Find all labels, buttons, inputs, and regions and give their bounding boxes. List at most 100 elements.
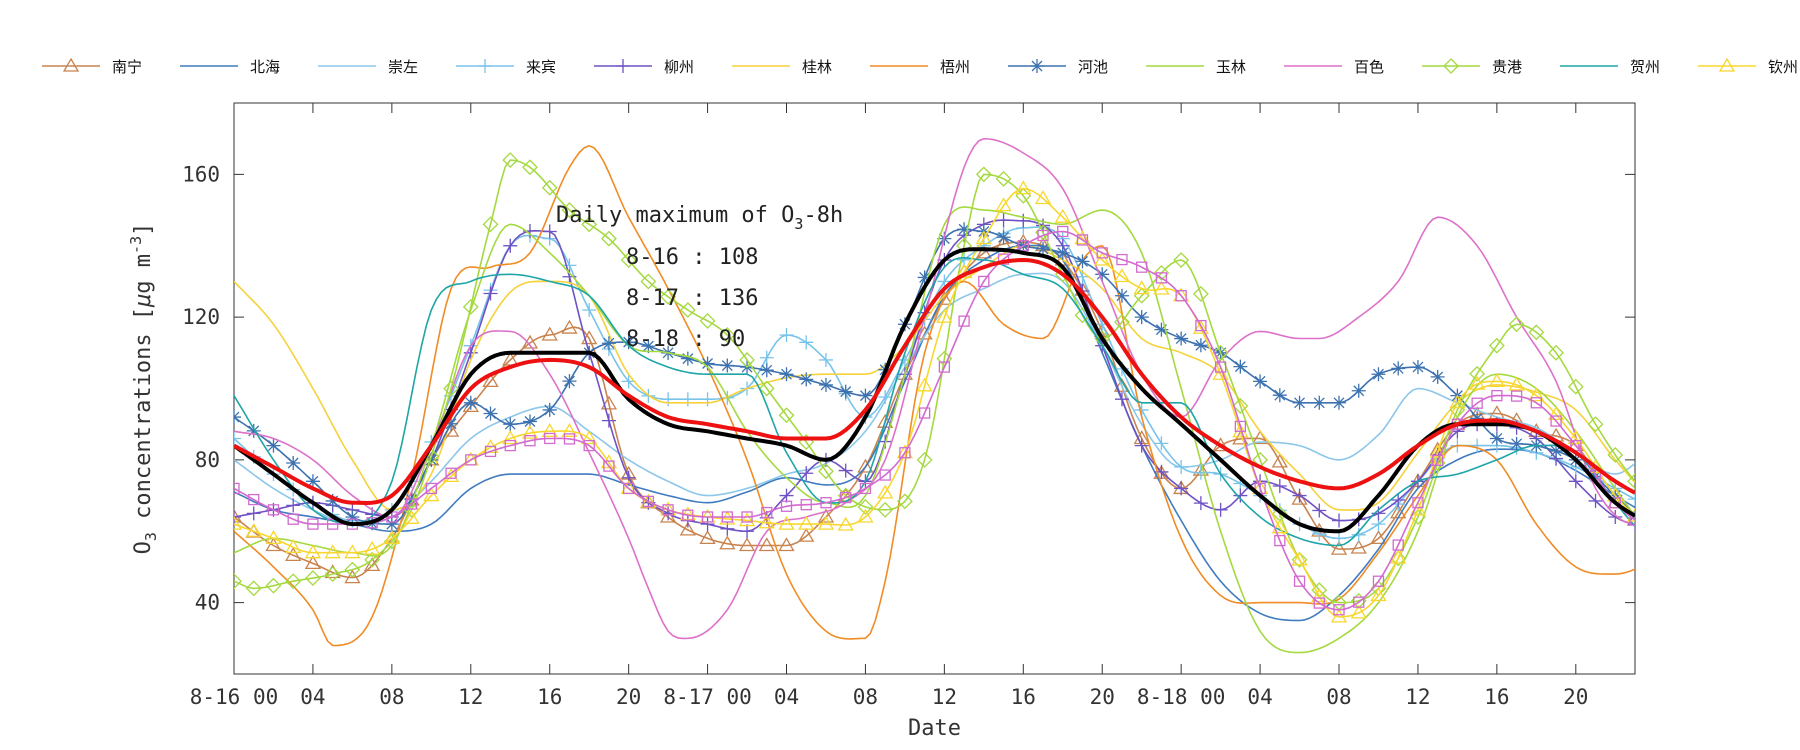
series-marker: [1076, 234, 1089, 246]
series-marker: [1075, 254, 1090, 269]
series-marker: [1232, 397, 1249, 414]
series-marker: [1155, 272, 1168, 284]
series-marker: [1390, 549, 1407, 564]
series-marker: [1508, 376, 1525, 391]
series-marker: [837, 516, 854, 531]
series-marker: [581, 216, 598, 233]
series-marker: [640, 273, 657, 290]
series-marker: [1470, 438, 1485, 453]
series-marker: [1154, 436, 1169, 451]
series-marker: [1272, 388, 1287, 403]
y-axis: 40 80 120 160: [182, 162, 1635, 615]
series-marker: [956, 237, 973, 254]
legend-item: 贵港: [1422, 58, 1522, 76]
legend-item: 钦州: [1698, 57, 1798, 76]
series-marker: [1430, 369, 1445, 384]
y-tick-label: 40: [195, 591, 220, 615]
series-marker: [800, 499, 812, 511]
x-tick-label: 04: [774, 685, 799, 709]
annotation-title: Daily maximum of O3-8h: [556, 203, 843, 233]
series-marker: [1567, 430, 1584, 445]
series-marker: [234, 509, 241, 524]
series-marker: [682, 509, 694, 521]
series-marker: [1251, 430, 1269, 445]
series-贺州: [234, 257, 1635, 547]
series-marker: [1055, 245, 1070, 260]
series-marker: [482, 216, 499, 233]
series-marker: [245, 522, 262, 537]
series-marker: [1134, 438, 1149, 453]
series-line: [234, 258, 1635, 505]
series-marker: [1212, 365, 1229, 380]
series-marker: [324, 544, 341, 559]
series-marker: [1607, 447, 1624, 463]
series-marker: [662, 504, 674, 516]
series-marker: [1332, 513, 1347, 528]
series-marker: [1173, 252, 1190, 268]
series-marker: [521, 424, 539, 439]
series-marker: [720, 358, 735, 373]
series-marker: [679, 506, 696, 521]
series-marker: [661, 392, 676, 407]
series-marker: [978, 275, 990, 288]
series-marker: [1509, 436, 1524, 451]
series-marker: [719, 535, 736, 550]
series-marker: [817, 508, 835, 523]
series-line: [234, 244, 1635, 622]
legend-marker: [478, 59, 492, 73]
series-marker: [700, 517, 715, 532]
legend-label: 南宁: [112, 58, 142, 76]
series-marker: [1508, 316, 1525, 333]
series-marker: [1627, 473, 1635, 490]
series-marker: [1134, 310, 1149, 325]
series-marker: [482, 373, 499, 388]
series-marker: [600, 395, 618, 410]
series-marker: [246, 506, 261, 521]
legend-item: 南宁: [42, 57, 142, 76]
series-marker: [384, 517, 399, 532]
series-marker: [503, 238, 518, 253]
series-marker: [738, 537, 756, 552]
legend-label: 玉林: [1216, 58, 1246, 76]
series-marker: [1114, 314, 1130, 330]
series-marker: [561, 202, 578, 218]
series-marker: [285, 573, 302, 590]
series-marker: [1234, 420, 1247, 433]
series-marker: [248, 493, 260, 506]
x-tick-label: 04: [300, 685, 325, 709]
series-marker: [1094, 251, 1111, 266]
series-marker: [1312, 503, 1327, 518]
series-marker: [1491, 389, 1503, 402]
series-marker: [405, 498, 418, 510]
series-marker: [266, 438, 281, 453]
series-marker: [838, 384, 853, 399]
series-marker: [561, 319, 578, 334]
series-marker: [759, 363, 774, 378]
series-marker: [1391, 493, 1406, 508]
series-marker: [423, 487, 440, 502]
series-marker: [1528, 387, 1545, 402]
series-marker: [1332, 531, 1347, 546]
series-marker: [483, 286, 498, 301]
series-marker: [1568, 474, 1583, 489]
series-marker: [463, 395, 478, 410]
series-marker: [234, 431, 241, 446]
x-tick-label: 12: [932, 685, 957, 709]
series-marker: [443, 380, 459, 397]
series-marker: [483, 406, 498, 421]
series-marker: [1153, 265, 1170, 281]
series-marker: [818, 463, 834, 480]
daily-max-annotation: Daily maximum of O3-8h 8-16 : 108 8-17 : 1…: [556, 203, 843, 352]
legend-item: 柳州: [594, 58, 694, 76]
legend-item: 玉林: [1146, 58, 1246, 76]
annotation-line: 8-16 : 108: [626, 245, 758, 270]
series-marker: [1136, 261, 1148, 273]
x-tick-label: 08: [379, 685, 404, 709]
series-marker: [1547, 406, 1565, 421]
series-marker: [838, 463, 853, 478]
series-marker: [1391, 361, 1406, 376]
series-marker: [820, 497, 832, 509]
series-marker: [544, 432, 556, 445]
series-marker: [1350, 539, 1367, 554]
